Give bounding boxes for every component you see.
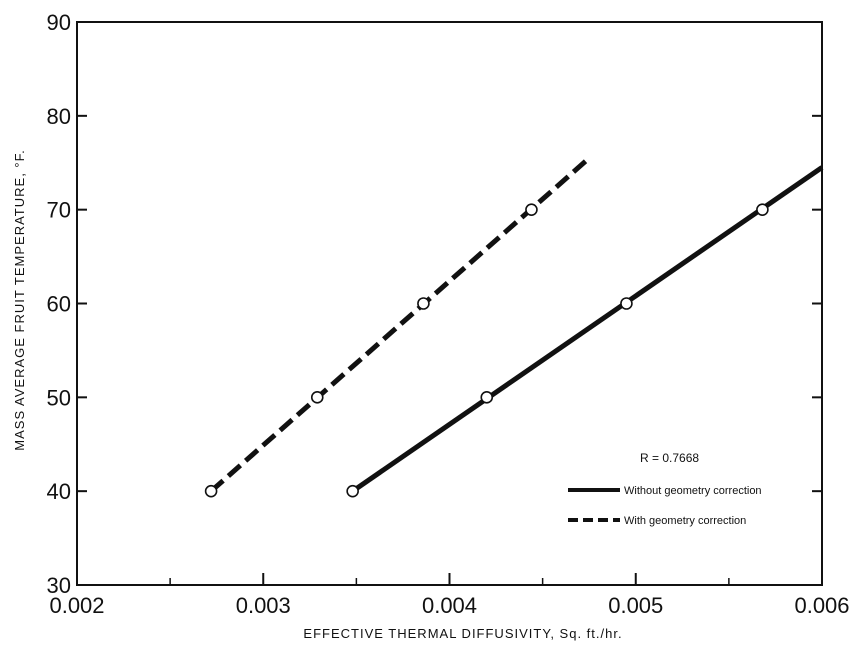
x-tick-label: 0.003 (236, 593, 291, 618)
data-point (480, 391, 494, 404)
data-point (346, 484, 359, 498)
data-point (756, 203, 769, 216)
correlation-annotation: R = 0.7668 (640, 451, 699, 465)
y-tick-label: 80 (47, 104, 71, 129)
plot-frame (76, 21, 823, 586)
x-tick-label: 0.004 (422, 593, 477, 618)
legend-label-with-correction: With geometry correction (624, 515, 746, 527)
data-point (620, 297, 633, 310)
data-point (310, 391, 324, 404)
data-point (525, 203, 538, 216)
legend-label-without-correction: Without geometry correction (624, 485, 762, 497)
plot-border (76, 21, 823, 586)
markers (204, 203, 769, 498)
y-tick-label: 40 (47, 479, 71, 504)
x-tick-label: 0.006 (794, 593, 849, 618)
y-tick-label: 90 (47, 10, 71, 35)
legend: Without geometry correction With geometr… (568, 485, 762, 527)
y-axis-title: MASS AVERAGE FRUIT TEMPERATURE, °F. (12, 149, 27, 450)
series-line-0 (351, 165, 824, 494)
ticks: 0.002 0.003 0.004 0.005 0.006 30 40 50 60 70 80 90 (47, 10, 850, 618)
series (209, 156, 824, 494)
y-tick-label: 70 (47, 198, 71, 223)
series-line-1 (209, 156, 591, 494)
x-tick-label: 0.005 (608, 593, 663, 618)
data-point (204, 484, 218, 498)
x-tick-label: 0.002 (49, 593, 104, 618)
y-tick-label: 60 (47, 292, 71, 317)
y-tick-label: 50 (47, 385, 71, 410)
x-axis-title: EFFECTIVE THERMAL DIFFUSIVITY, Sq. ft./h… (303, 626, 622, 641)
data-point (417, 297, 430, 310)
y-tick-label: 30 (47, 573, 71, 598)
